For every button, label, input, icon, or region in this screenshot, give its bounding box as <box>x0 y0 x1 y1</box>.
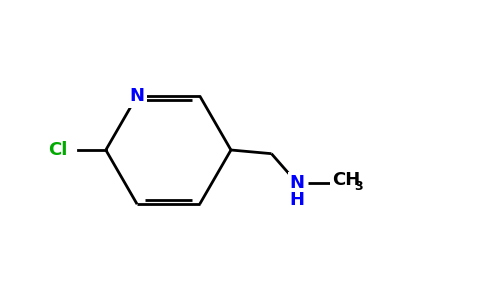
Text: Cl: Cl <box>48 141 67 159</box>
Text: CH: CH <box>332 171 360 189</box>
Text: N: N <box>130 87 145 105</box>
Text: H: H <box>290 191 305 209</box>
Text: N: N <box>290 174 305 192</box>
Text: 3: 3 <box>354 180 363 193</box>
